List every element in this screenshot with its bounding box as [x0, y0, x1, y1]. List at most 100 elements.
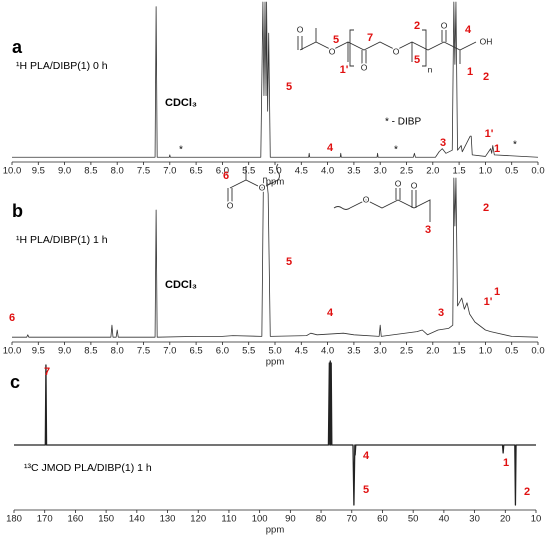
- x-tick-label: 2.5: [400, 166, 413, 177]
- x-tick-label: 180: [6, 514, 22, 525]
- annotation: 5: [286, 256, 292, 268]
- x-tick-label: 5.0: [268, 346, 281, 357]
- annotation: OH: [480, 36, 493, 46]
- x-tick-label: 130: [160, 514, 176, 525]
- spectrum-title: ¹H PLA/DIBP(1) 0 h: [16, 60, 108, 72]
- annotation: O: [227, 200, 234, 210]
- annotation: O: [361, 62, 368, 72]
- x-tick-label: 30: [469, 514, 480, 525]
- x-tick-label: 4.5: [295, 166, 308, 177]
- annotation: O: [441, 20, 448, 30]
- annotation: 1: [503, 457, 509, 469]
- annotation: 1: [494, 286, 500, 298]
- x-tick-label: 50: [408, 514, 419, 525]
- x-axis-title: ppm: [266, 525, 285, 536]
- x-tick-label: 0.0: [531, 166, 544, 177]
- annotation: 4: [327, 307, 334, 319]
- annotation: CDCl₃: [165, 97, 197, 109]
- x-tick-label: 7.5: [137, 166, 150, 177]
- x-tick-label: 8.5: [84, 346, 97, 357]
- x-tick-label: 120: [190, 514, 206, 525]
- panel-label: c: [10, 372, 20, 392]
- x-tick-label: 9.0: [58, 346, 71, 357]
- x-tick-label: 3.5: [347, 346, 360, 357]
- annotation: *: [179, 145, 183, 156]
- annotation: 7: [44, 366, 50, 378]
- annotation: 5: [363, 484, 369, 496]
- annotation: 1': [484, 296, 493, 308]
- x-tick-label: 7.5: [137, 346, 150, 357]
- annotation: 3: [438, 307, 444, 319]
- x-tick-label: 150: [98, 514, 114, 525]
- x-tick-label: 9.0: [58, 166, 71, 177]
- x-tick-label: 1.5: [452, 166, 465, 177]
- x-tick-label: 7.0: [163, 166, 176, 177]
- annotation: *: [394, 145, 398, 156]
- annotation: O: [411, 180, 418, 190]
- x-tick-label: 9.5: [32, 166, 45, 177]
- x-tick-label: 0.0: [531, 346, 544, 357]
- annotation: O: [395, 178, 402, 188]
- x-tick-label: 6.5: [189, 166, 202, 177]
- x-tick-label: 160: [67, 514, 83, 525]
- x-tick-label: 5.5: [242, 166, 255, 177]
- structure-a: [297, 28, 477, 67]
- x-tick-label: 8.5: [84, 166, 97, 177]
- annotation: 1': [485, 128, 494, 140]
- x-tick-label: 9.5: [32, 346, 45, 357]
- panel-label: b: [12, 201, 23, 221]
- annotation: 5: [333, 34, 339, 46]
- annotation: O: [329, 46, 336, 56]
- x-tick-label: 6.0: [216, 166, 229, 177]
- annotation: 6: [9, 312, 15, 324]
- x-tick-label: 20: [500, 514, 511, 525]
- x-tick-label: 8.0: [111, 346, 124, 357]
- x-tick-label: 90: [285, 514, 296, 525]
- annotation: O: [297, 24, 304, 34]
- annotation: *: [513, 140, 517, 151]
- x-tick-label: 2.0: [426, 166, 439, 177]
- annotation: 1': [340, 64, 349, 76]
- x-tick-label: 8.0: [111, 166, 124, 177]
- x-tick-label: 4.0: [321, 166, 334, 177]
- annotation: 2: [414, 20, 420, 32]
- annotation: 6: [223, 170, 229, 182]
- x-tick-label: 6.0: [216, 346, 229, 357]
- annotation: n: [428, 64, 433, 74]
- x-tick-label: 10: [531, 514, 542, 525]
- x-tick-label: 40: [439, 514, 450, 525]
- x-tick-label: 3.0: [374, 346, 387, 357]
- annotation: O: [393, 46, 400, 56]
- x-tick-label: 60: [377, 514, 388, 525]
- x-tick-label: 4.0: [321, 346, 334, 357]
- annotation: 3: [440, 137, 446, 149]
- annotation: 4: [327, 142, 334, 154]
- annotation: 2: [483, 71, 489, 83]
- spectrum: [12, 177, 539, 338]
- annotation: 4: [465, 24, 472, 36]
- annotation: 5: [414, 54, 420, 66]
- x-tick-label: 2.0: [426, 346, 439, 357]
- x-tick-label: 2.5: [400, 346, 413, 357]
- x-tick-label: 5.5: [242, 346, 255, 357]
- x-tick-label: 6.5: [189, 346, 202, 357]
- x-tick-label: 7.0: [163, 346, 176, 357]
- x-tick-label: 5.0: [268, 166, 281, 177]
- spectrum: [12, 1, 539, 158]
- annotation: 1: [494, 143, 500, 155]
- annotation: 4: [363, 450, 370, 462]
- annotation: 1: [467, 66, 473, 78]
- x-tick-label: 4.5: [295, 346, 308, 357]
- spectrum-title: ¹³C JMOD PLA/DIBP(1) 1 h: [24, 462, 152, 474]
- x-tick-label: 10.0: [3, 346, 22, 357]
- x-tick-label: 100: [252, 514, 268, 525]
- annotation: 2: [524, 486, 530, 498]
- annotation: O: [363, 194, 370, 204]
- x-tick-label: 70: [346, 514, 357, 525]
- annotation: 2: [483, 202, 489, 214]
- x-tick-label: 170: [37, 514, 53, 525]
- x-tick-label: 0.5: [505, 166, 518, 177]
- spectrum-title: ¹H PLA/DIBP(1) 1 h: [16, 234, 108, 246]
- x-tick-label: 0.5: [505, 346, 518, 357]
- x-tick-label: 3.0: [374, 166, 387, 177]
